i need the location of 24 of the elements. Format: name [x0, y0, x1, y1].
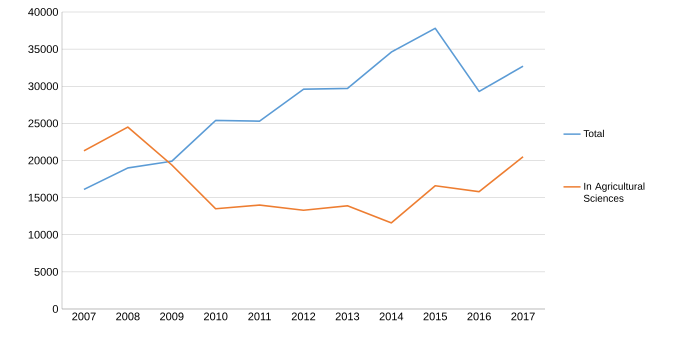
line-series: [83, 126, 524, 224]
x-tick-label: 2009: [160, 312, 184, 320]
x-tick-label: 2010: [204, 312, 228, 320]
y-tick-label: 5000: [34, 268, 58, 276]
y-tick-label: 30000: [28, 82, 58, 90]
y-tick-label: 40000: [28, 8, 58, 16]
y-tick-label: 20000: [28, 156, 58, 164]
x-tick-label: 2007: [72, 312, 96, 320]
y-tick-label: 10000: [28, 230, 58, 239]
y-tick-label: 15000: [28, 194, 58, 202]
x-tick-label: 2012: [292, 312, 316, 320]
x-tick-label: 2017: [511, 312, 535, 320]
legend-label: In Agricultural Sciences: [584, 182, 644, 202]
y-tick-label: 0: [52, 305, 58, 313]
x-tick-label: 2015: [424, 312, 447, 320]
legend-label: Total: [584, 130, 604, 138]
x-tick-label: 2016: [467, 312, 491, 320]
line-series: [83, 28, 524, 190]
x-tick-label: 2014: [380, 312, 404, 320]
x-tick-label: 2008: [116, 312, 140, 320]
x-tick-label: 2011: [248, 312, 271, 320]
x-tick-label: 2013: [336, 312, 360, 320]
y-tick-label: 35000: [28, 45, 58, 54]
y-tick-label: 25000: [28, 119, 58, 128]
